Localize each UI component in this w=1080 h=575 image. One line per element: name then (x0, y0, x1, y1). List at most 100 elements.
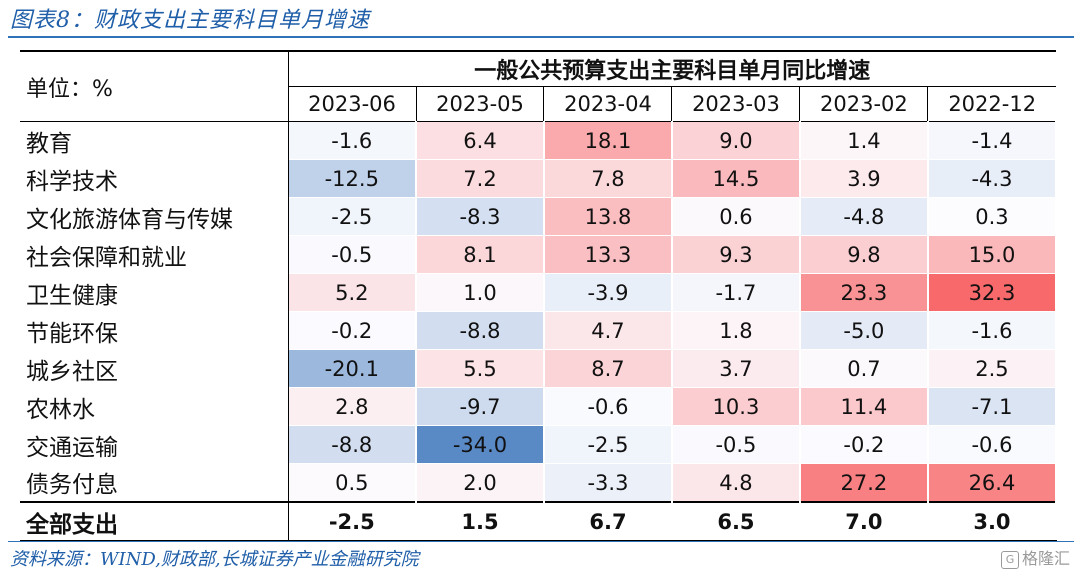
heatmap-table: 单位：% 一般公共预算支出主要科目单月同比增速 2023-06 2023-05 … (20, 50, 1058, 542)
value-cell: -1.6 (288, 121, 418, 160)
value-cell: 11.4 (799, 387, 929, 426)
value-cell: 10.3 (671, 387, 801, 426)
unit-label: 单位：% (20, 50, 289, 122)
row-label: 农林水 (20, 387, 289, 426)
value-cell: 1.4 (799, 121, 929, 160)
watermark: G 格隆汇 (1000, 545, 1070, 569)
value-cell: 13.3 (543, 235, 673, 274)
table-row: 城乡社区 -20.1 5.5 8.7 3.7 0.7 2.5 (20, 349, 1058, 388)
total-cell: 1.5 (416, 501, 545, 542)
table-row: 科学技术 -12.5 7.2 7.8 14.5 3.9 -4.3 (20, 159, 1058, 198)
value-cell: 18.1 (543, 121, 673, 160)
value-cell: 23.3 (799, 273, 929, 312)
group-header: 一般公共预算支出主要科目单月同比增速 (288, 50, 1056, 87)
row-label: 城乡社区 (20, 349, 289, 388)
value-cell: 13.8 (543, 197, 673, 236)
value-cell: 4.7 (543, 311, 673, 350)
total-cell: 3.0 (927, 501, 1058, 542)
watermark-text: 格隆汇 (1021, 549, 1070, 568)
value-cell: -2.5 (288, 197, 418, 236)
value-cell: 6.4 (416, 121, 545, 160)
total-cell: 6.5 (671, 501, 801, 542)
table-row: 社会保障和就业 -0.5 8.1 13.3 9.3 9.8 15.0 (20, 235, 1058, 274)
value-cell: -4.3 (927, 159, 1058, 198)
total-row: 全部支出 -2.5 1.5 6.7 6.5 7.0 3.0 (20, 501, 1058, 542)
table-row: 农林水 2.8 -9.7 -0.6 10.3 11.4 -7.1 (20, 387, 1058, 426)
value-cell: 7.2 (416, 159, 545, 198)
value-cell: 8.7 (543, 349, 673, 388)
table-row: 节能环保 -0.2 -8.8 4.7 1.8 -5.0 -1.6 (20, 311, 1058, 350)
value-cell: 26.4 (927, 463, 1058, 503)
value-cell: 3.9 (799, 159, 929, 198)
value-cell: -3.9 (543, 273, 673, 312)
value-cell: 1.0 (416, 273, 545, 312)
value-cell: 3.7 (671, 349, 801, 388)
title-divider (8, 36, 1074, 38)
value-cell: -0.6 (927, 425, 1058, 464)
table-row: 债务付息 0.5 2.0 -3.3 4.8 27.2 26.4 (20, 463, 1058, 503)
value-cell: 9.8 (799, 235, 929, 274)
total-row-label: 全部支出 (20, 501, 289, 542)
value-cell: 2.5 (927, 349, 1058, 388)
total-cell: 7.0 (799, 501, 929, 542)
table-body: 教育 -1.6 6.4 18.1 9.0 1.4 -1.4 科学技术 -12.5 7.2 7.8 14… (20, 121, 1058, 542)
value-cell: -20.1 (288, 349, 418, 388)
row-label: 文化旅游体育与传媒 (20, 197, 289, 236)
value-cell: -5.0 (799, 311, 929, 350)
value-cell: -0.5 (288, 235, 418, 274)
value-cell: -0.6 (543, 387, 673, 426)
period-header: 2022-12 (927, 86, 1056, 122)
value-cell: -1.4 (927, 121, 1058, 160)
value-cell: 9.0 (671, 121, 801, 160)
row-label: 科学技术 (20, 159, 289, 198)
value-cell: -8.3 (416, 197, 545, 236)
value-cell: -0.5 (671, 425, 801, 464)
value-cell: -3.3 (543, 463, 673, 503)
value-cell: 2.8 (288, 387, 418, 426)
row-label: 教育 (20, 121, 289, 160)
value-cell: 2.0 (416, 463, 545, 503)
figure-title: 图表8：财政支出主要科目单月增速 (10, 8, 370, 33)
value-cell: 27.2 (799, 463, 929, 503)
value-cell: 5.2 (288, 273, 418, 312)
value-cell: -9.7 (416, 387, 545, 426)
value-cell: 0.5 (288, 463, 418, 503)
row-label: 节能环保 (20, 311, 289, 350)
value-cell: 0.6 (671, 197, 801, 236)
value-cell: 15.0 (927, 235, 1058, 274)
value-cell: -0.2 (288, 311, 418, 350)
value-cell: -1.7 (671, 273, 801, 312)
table-row: 交通运输 -8.8 -34.0 -2.5 -0.5 -0.2 -0.6 (20, 425, 1058, 464)
value-cell: 32.3 (927, 273, 1058, 312)
row-label: 卫生健康 (20, 273, 289, 312)
row-label: 交通运输 (20, 425, 289, 464)
value-cell: 9.3 (671, 235, 801, 274)
value-cell: 7.8 (543, 159, 673, 198)
total-cell: -2.5 (288, 501, 418, 542)
value-cell: 0.7 (799, 349, 929, 388)
period-header: 2023-05 (416, 86, 545, 122)
gelonghui-logo-icon: G (1000, 550, 1019, 569)
value-cell: 14.5 (671, 159, 801, 198)
value-cell: -1.6 (927, 311, 1058, 350)
value-cell: -8.8 (416, 311, 545, 350)
period-header: 2023-06 (288, 86, 417, 122)
value-cell: 1.8 (671, 311, 801, 350)
value-cell: 0.3 (927, 197, 1058, 236)
value-cell: -4.8 (799, 197, 929, 236)
table-row: 教育 -1.6 6.4 18.1 9.0 1.4 -1.4 (20, 121, 1058, 160)
value-cell: -0.2 (799, 425, 929, 464)
row-label: 债务付息 (20, 463, 289, 502)
period-header: 2023-04 (543, 86, 673, 122)
value-cell: -12.5 (288, 159, 418, 198)
row-label: 社会保障和就业 (20, 235, 289, 274)
period-header: 2023-02 (799, 86, 929, 122)
value-cell: -2.5 (543, 425, 673, 464)
value-cell: 5.5 (416, 349, 545, 388)
value-cell: -8.8 (288, 425, 418, 464)
value-cell: 8.1 (416, 235, 545, 274)
total-cell: 6.7 (543, 501, 673, 542)
table-row: 文化旅游体育与传媒 -2.5 -8.3 13.8 0.6 -4.8 0.3 (20, 197, 1058, 236)
source-note: 资料来源：WIND,财政部,长城证券产业金融研究院 (10, 549, 419, 570)
period-header: 2023-03 (671, 86, 801, 122)
